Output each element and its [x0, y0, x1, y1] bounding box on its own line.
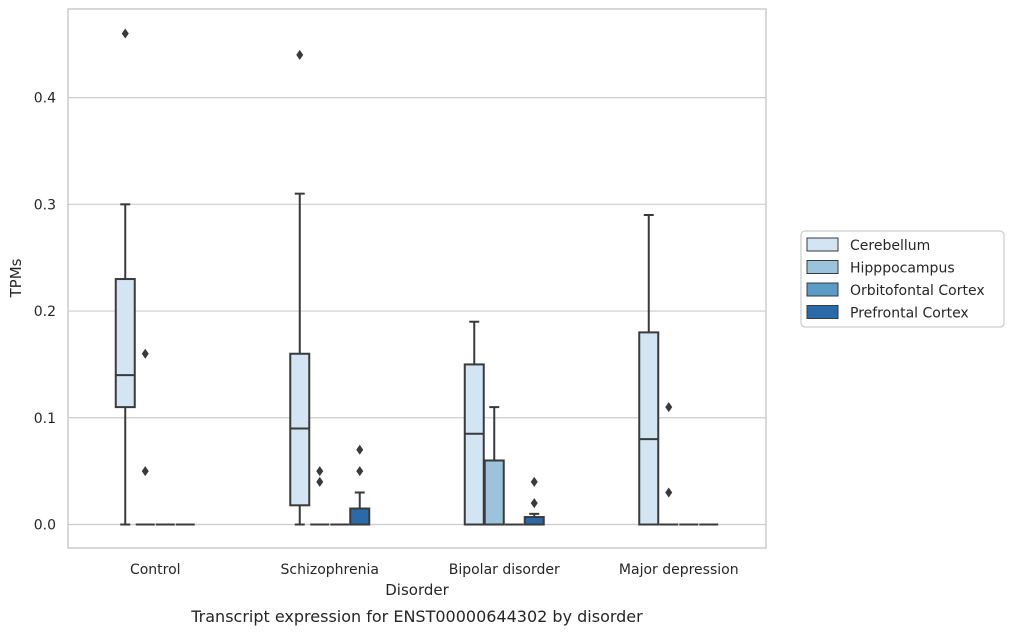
box-prefrontal-cortex — [349, 444, 371, 526]
legend-label: Orbitofontal Cortex — [850, 283, 985, 299]
box-iqr — [483, 459, 505, 526]
y-tick-label: 0.4 — [34, 91, 56, 107]
outlier-point — [530, 498, 538, 509]
box-iqr — [289, 352, 311, 507]
box-prefrontal-cortex — [523, 476, 545, 526]
outlier-point — [296, 49, 304, 60]
box-iqr — [349, 507, 371, 526]
box-cerebellum — [114, 28, 149, 526]
box-plot-area — [114, 28, 719, 526]
box-iqr — [523, 516, 545, 526]
legend-frame — [800, 230, 1005, 328]
outlier-point — [141, 348, 149, 359]
box-cerebellum — [289, 49, 324, 526]
outlier-point — [665, 402, 673, 413]
x-tick-labels: Control Schizophrenia Bipolar disorder Majo… — [130, 562, 739, 578]
x-tick-label: Bipolar disorder — [449, 562, 560, 578]
box-hipppocampus — [483, 406, 505, 526]
y-tick-label: 0.2 — [34, 304, 56, 320]
box-cerebellum — [463, 320, 485, 526]
legend-swatch — [806, 282, 839, 297]
outlier-point — [316, 476, 324, 487]
y-tick-label: 0.1 — [34, 411, 56, 427]
x-tick-label: Control — [130, 562, 181, 578]
box-iqr — [638, 331, 660, 526]
x-tick-label: Major depression — [619, 562, 739, 578]
chart-caption: Transcript expression for ENST0000064430… — [190, 607, 643, 626]
y-tick-label: 0.3 — [34, 197, 56, 213]
outlier-point — [356, 444, 364, 455]
outlier-point — [356, 466, 364, 477]
box-iqr — [114, 278, 136, 409]
legend-label: Cerebellum — [850, 238, 930, 254]
legend: Cerebellum Hipppocampus Orbitofontal Corte… — [800, 230, 1005, 328]
y-tick-label: 0.0 — [34, 518, 56, 534]
legend-swatch — [806, 305, 839, 319]
outlier-point — [530, 476, 538, 487]
y-tick-labels: 0.0 0.1 0.2 0.3 0.4 — [34, 91, 56, 534]
y-axis-label: TPMs — [7, 258, 25, 298]
grid-lines — [68, 96, 766, 526]
legend-swatch — [806, 260, 839, 274]
outlier-point — [665, 487, 673, 498]
plot-frame — [67, 8, 767, 549]
legend-label: Prefrontal Cortex — [850, 306, 969, 322]
outlier-point — [121, 28, 129, 39]
outlier-point — [141, 466, 149, 477]
box-iqr — [463, 363, 485, 526]
outlier-point — [316, 466, 324, 477]
box-cerebellum — [638, 213, 673, 526]
legend-swatch — [806, 237, 839, 252]
x-axis-label: Disorder — [385, 581, 449, 599]
legend-label: Hipppocampus — [850, 261, 955, 277]
x-tick-label: Schizophrenia — [281, 562, 379, 578]
